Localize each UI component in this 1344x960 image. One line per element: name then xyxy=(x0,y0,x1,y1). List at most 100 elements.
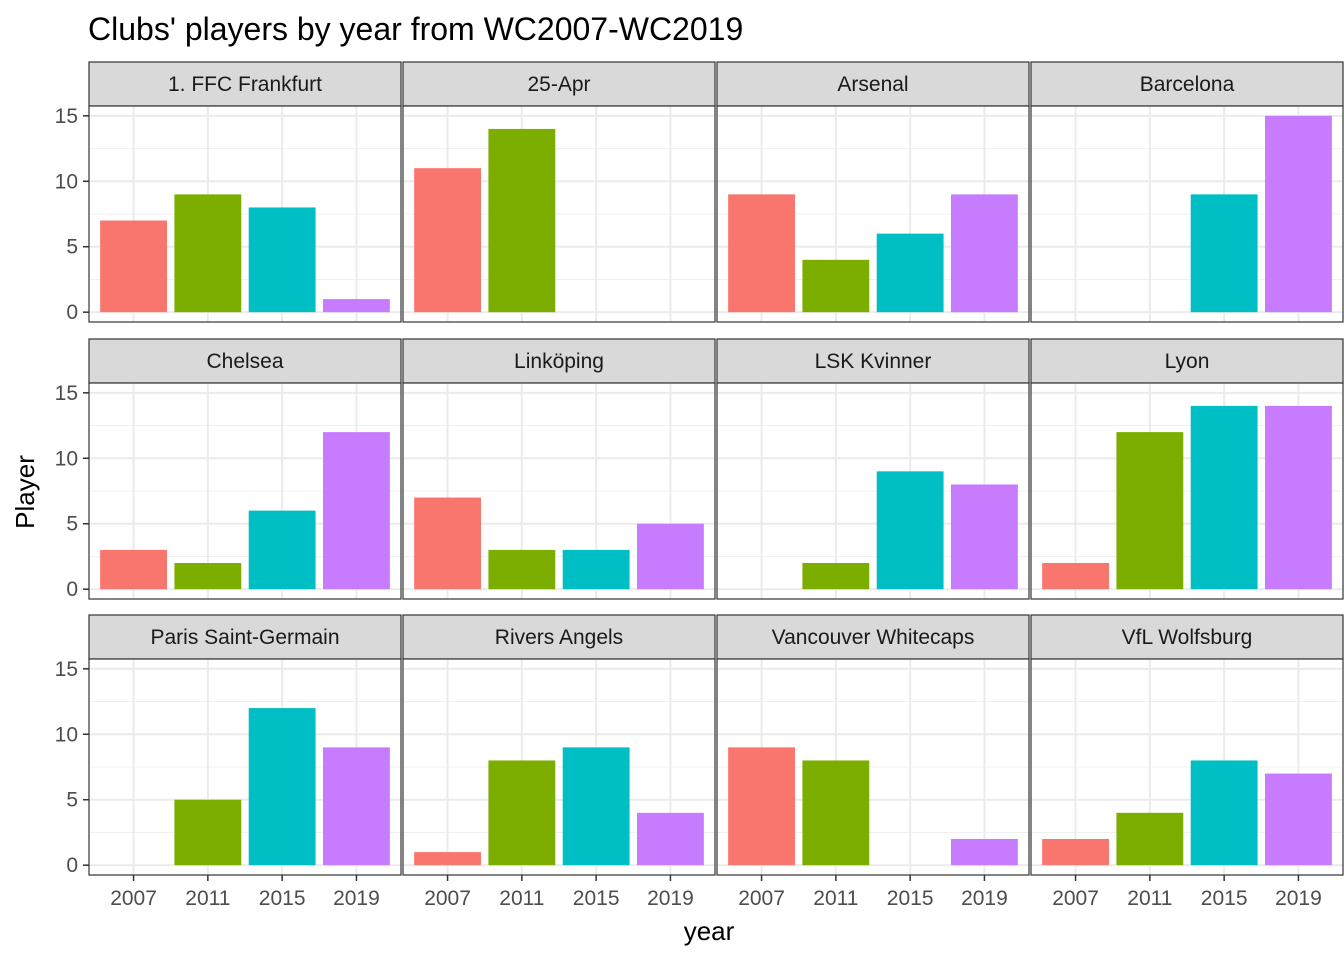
bar-2007 xyxy=(414,852,481,866)
x-tick-label: 2011 xyxy=(1127,887,1172,910)
facet-panel: Lyon xyxy=(1030,338,1344,600)
bar-2011 xyxy=(174,799,242,866)
y-tick-label: 15 xyxy=(55,658,78,681)
x-tick-label: 2019 xyxy=(333,887,380,910)
bar-2007 xyxy=(728,194,795,313)
bar-2019 xyxy=(323,747,390,866)
facet-strip-label: Vancouver Whitecaps xyxy=(772,626,975,649)
bar-2011 xyxy=(174,563,242,590)
bar-2015 xyxy=(1190,760,1258,866)
bar-2007 xyxy=(728,747,795,866)
bar-2019 xyxy=(951,839,1018,866)
facet-panel: 1. FFC Frankfurt 0 5 10 15 xyxy=(55,61,402,324)
bar-2019 xyxy=(1265,405,1332,590)
y-tick-label: 0 xyxy=(66,301,78,324)
panel-border xyxy=(88,382,402,600)
bar-2015 xyxy=(248,708,316,866)
bar-2019 xyxy=(637,812,704,866)
facet-strip xyxy=(1030,338,1344,384)
bar-2015 xyxy=(1190,405,1258,590)
x-tick-label: 2015 xyxy=(1201,887,1248,910)
x-tick-label: 2019 xyxy=(647,887,694,910)
y-tick-label: 15 xyxy=(55,382,78,405)
facet-panel: Paris Saint-Germain 0 5 10 15 2007 2011 2015 201… xyxy=(55,614,402,910)
x-tick-label: 2019 xyxy=(961,887,1008,910)
facet-panel: Rivers Angels 2007 2011 2015 2019 xyxy=(402,614,716,910)
y-tick-label: 15 xyxy=(55,105,78,128)
facet-panels: 1. FFC Frankfurt 0 5 10 15 25-Apr Arsenal Barce… xyxy=(55,61,1344,910)
facet-strip xyxy=(1030,61,1344,107)
facet-strip-label: 1. FFC Frankfurt xyxy=(168,73,322,96)
x-tick-label: 2007 xyxy=(424,887,471,910)
facet-panel: Barcelona xyxy=(1030,61,1344,323)
bar-2015 xyxy=(1190,194,1258,313)
facet-strip-label: Arsenal xyxy=(837,73,908,96)
y-tick-label: 5 xyxy=(66,236,78,259)
facet-panel: LSK Kvinner xyxy=(716,338,1030,600)
y-tick-label: 5 xyxy=(66,789,78,812)
panel-border xyxy=(716,105,1030,323)
bar-2015 xyxy=(562,747,630,866)
bar-2007 xyxy=(100,220,167,313)
facet-strip-label: Paris Saint-Germain xyxy=(150,626,339,649)
bar-2019 xyxy=(951,194,1018,313)
x-tick-label: 2015 xyxy=(259,887,306,910)
y-tick-label: 10 xyxy=(55,723,78,746)
bar-2007 xyxy=(100,549,167,590)
bar-2011 xyxy=(802,760,870,866)
panel-border xyxy=(1030,382,1344,600)
facet-strip xyxy=(402,61,716,107)
facet-strip-label: 25-Apr xyxy=(527,73,590,96)
bar-2011 xyxy=(802,259,870,313)
bar-2019 xyxy=(1265,773,1332,866)
bar-2019 xyxy=(637,523,704,590)
facet-strip-label: VfL Wolfsburg xyxy=(1122,626,1253,649)
facet-panel: Linköping xyxy=(402,338,716,600)
bar-2019 xyxy=(323,432,390,590)
y-tick-label: 0 xyxy=(66,854,78,877)
panel-border xyxy=(716,658,1030,876)
bar-2015 xyxy=(248,510,316,590)
bar-2011 xyxy=(1116,812,1184,866)
facet-strip-label: Rivers Angels xyxy=(495,626,623,649)
facet-panel: 25-Apr xyxy=(402,61,716,323)
y-tick-label: 10 xyxy=(55,447,78,470)
panel-border xyxy=(88,658,402,876)
panel-border xyxy=(88,105,402,323)
y-axis-title: Player xyxy=(10,455,40,529)
x-tick-label: 2007 xyxy=(110,887,157,910)
bar-2015 xyxy=(562,549,630,590)
bar-2011 xyxy=(488,760,556,866)
facet-strip-label: Barcelona xyxy=(1140,73,1235,96)
bar-2015 xyxy=(876,471,944,590)
panel-border xyxy=(1030,105,1344,323)
bar-2019 xyxy=(951,484,1018,590)
bar-2019 xyxy=(1265,115,1332,313)
facet-strip xyxy=(716,61,1030,107)
x-tick-label: 2015 xyxy=(573,887,620,910)
panel-border xyxy=(402,105,716,323)
facet-strip xyxy=(716,338,1030,384)
x-tick-label: 2011 xyxy=(499,887,544,910)
bar-2011 xyxy=(488,128,556,313)
bar-2007 xyxy=(414,168,481,313)
y-tick-label: 0 xyxy=(66,578,78,601)
facet-strip xyxy=(716,614,1030,660)
bar-2007 xyxy=(1042,563,1109,590)
bar-2011 xyxy=(802,563,870,590)
facet-strip-label: Linköping xyxy=(514,350,604,373)
panel-border xyxy=(402,658,716,876)
y-tick-label: 5 xyxy=(66,513,78,536)
facet-panel: Arsenal xyxy=(716,61,1030,323)
x-axis-title: year xyxy=(684,916,735,946)
bar-2015 xyxy=(248,207,316,313)
facet-strip xyxy=(88,614,402,660)
bar-2011 xyxy=(174,194,242,313)
facet-strip-label: Lyon xyxy=(1165,350,1210,373)
bar-2007 xyxy=(1042,839,1109,866)
panel-border xyxy=(716,382,1030,600)
facet-strip xyxy=(88,338,402,384)
facet-strip xyxy=(88,61,402,107)
facet-strip xyxy=(402,614,716,660)
x-tick-label: 2007 xyxy=(1052,887,1099,910)
